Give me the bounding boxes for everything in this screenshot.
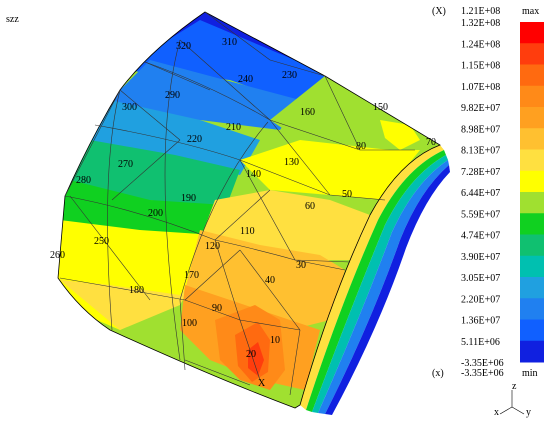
element-label: 270 bbox=[118, 159, 133, 170]
element-labels: 10 20 30 40 50 60 70 80 90 100 110 120 130 140 150 160 1… bbox=[50, 37, 436, 360]
legend-value: 5.59E+07 bbox=[461, 209, 500, 220]
element-label: 60 bbox=[305, 201, 315, 212]
legend-min-label: min bbox=[522, 368, 538, 379]
variable-name: szz bbox=[6, 14, 19, 25]
legend-swatch bbox=[520, 255, 544, 278]
legend-value: 1.24E+08 bbox=[461, 39, 500, 50]
x-axis-label: x bbox=[494, 407, 499, 418]
legend-swatch bbox=[520, 298, 544, 320]
element-label: 260 bbox=[50, 250, 65, 261]
legend-value: 1.36E+07 bbox=[461, 316, 500, 327]
axis-triad: z x y bbox=[494, 381, 531, 418]
x-axis bbox=[499, 406, 513, 415]
legend-value: 2.20E+07 bbox=[461, 294, 500, 305]
legend-swatch bbox=[520, 213, 544, 235]
element-label: 230 bbox=[282, 70, 297, 81]
element-label: 300 bbox=[122, 102, 137, 113]
element-label: 190 bbox=[181, 193, 196, 204]
legend-swatch bbox=[520, 128, 544, 150]
legend-swatch bbox=[520, 64, 544, 87]
legend-swatch bbox=[520, 107, 544, 129]
legend-value: -3.35E+06 bbox=[461, 358, 504, 369]
element-label: 130 bbox=[284, 157, 299, 168]
element-label: 280 bbox=[76, 175, 91, 186]
max-value: 1.21E+08 bbox=[461, 6, 500, 17]
min-marker: (x) bbox=[432, 368, 444, 379]
element-label: 170 bbox=[184, 270, 199, 281]
element-label: 70 bbox=[426, 137, 436, 148]
max-marker: (X) bbox=[432, 6, 446, 17]
element-label: 10 bbox=[270, 335, 280, 346]
legend-value: 6.44E+07 bbox=[461, 188, 500, 199]
legend-value: 1.32E+08 bbox=[461, 18, 500, 29]
element-label: 30 bbox=[296, 260, 306, 271]
legend-value: 8.98E+07 bbox=[461, 124, 500, 135]
legend-swatch bbox=[520, 43, 544, 65]
legend-swatch bbox=[520, 22, 544, 44]
legend-value: 3.05E+07 bbox=[461, 273, 500, 284]
legend-value: 1.15E+08 bbox=[461, 61, 500, 72]
legend-swatch bbox=[520, 340, 544, 363]
z-axis-label: z bbox=[512, 381, 517, 392]
legend-swatch bbox=[520, 85, 544, 108]
legend-swatch bbox=[520, 149, 544, 172]
legend-value: 8.13E+07 bbox=[461, 146, 500, 157]
color-legend bbox=[520, 22, 544, 363]
element-label: 140 bbox=[246, 169, 261, 180]
legend-value: 3.90E+07 bbox=[461, 252, 500, 263]
element-label: 80 bbox=[356, 141, 366, 152]
element-label: 290 bbox=[165, 90, 180, 101]
legend-swatch bbox=[520, 319, 544, 342]
element-label: 310 bbox=[222, 37, 237, 48]
legend-value: 1.07E+08 bbox=[461, 82, 500, 93]
element-label: 210 bbox=[226, 122, 241, 133]
element-label: 50 bbox=[342, 189, 352, 200]
element-label: 220 bbox=[187, 134, 202, 145]
legend-value: 7.28E+07 bbox=[461, 167, 500, 178]
element-label: 40 bbox=[265, 275, 275, 286]
element-label: 200 bbox=[148, 208, 163, 219]
legend-swatch bbox=[520, 170, 544, 193]
element-label: 240 bbox=[238, 74, 253, 85]
legend-value: 9.82E+07 bbox=[461, 103, 500, 114]
legend-swatch bbox=[520, 234, 544, 257]
element-label: 150 bbox=[373, 102, 388, 113]
max-point-marker: X bbox=[258, 378, 266, 389]
element-label: 320 bbox=[176, 41, 191, 52]
legend-swatch bbox=[520, 192, 544, 214]
legend-value: 4.74E+07 bbox=[461, 231, 500, 242]
edge-strip bbox=[300, 145, 450, 415]
y-axis bbox=[511, 406, 525, 415]
y-axis-label: y bbox=[526, 407, 531, 418]
legend-swatch bbox=[520, 277, 544, 299]
legend-value: 5.11E+06 bbox=[461, 337, 500, 348]
min-value: -3.35E+06 bbox=[461, 368, 504, 379]
element-label: 120 bbox=[205, 241, 220, 252]
legend-max-label: max bbox=[522, 6, 539, 17]
element-label: 20 bbox=[246, 349, 256, 360]
element-label: 100 bbox=[182, 318, 197, 329]
color-legend-values: 1.32E+08 1.24E+08 1.15E+08 1.07E+08 9.82E+07… bbox=[461, 18, 504, 369]
element-label: 250 bbox=[94, 236, 109, 247]
element-label: 90 bbox=[212, 303, 222, 314]
mesh-lines bbox=[57, 11, 441, 409]
element-label: 110 bbox=[240, 226, 255, 237]
element-label: 180 bbox=[129, 285, 144, 296]
element-label: 160 bbox=[300, 107, 315, 118]
